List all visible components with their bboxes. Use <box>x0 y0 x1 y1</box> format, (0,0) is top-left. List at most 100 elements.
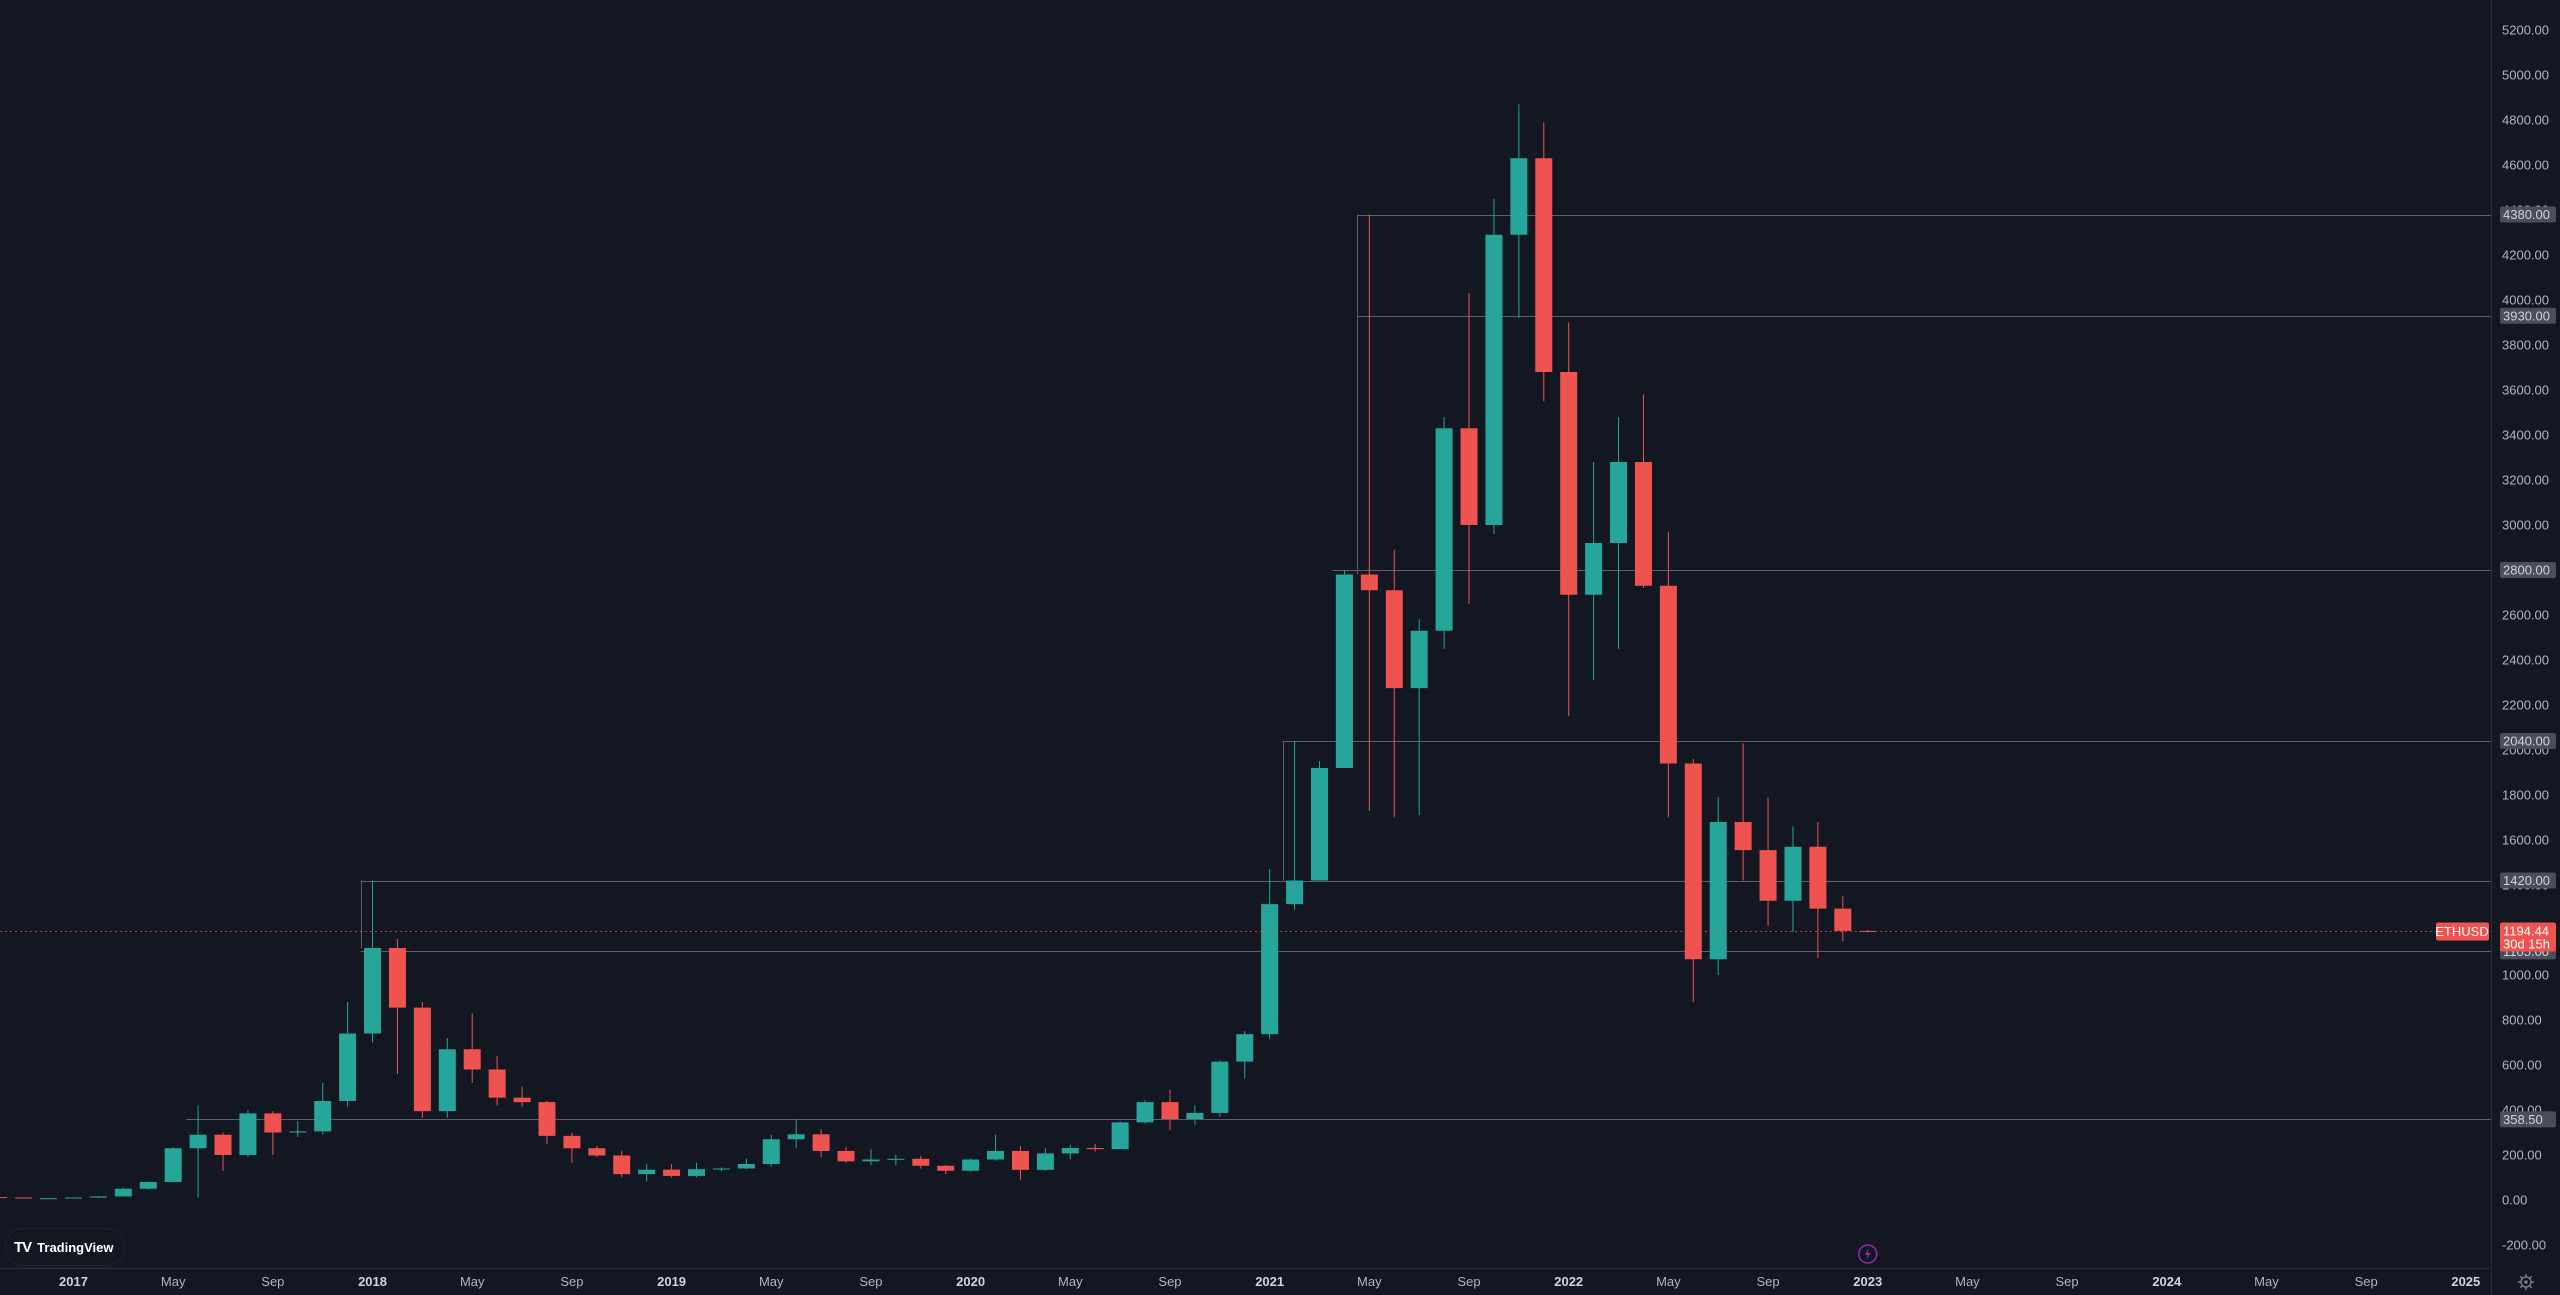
candle[interactable] <box>339 1002 357 1107</box>
candle-body <box>1784 846 1802 901</box>
time-tick-label: May <box>460 1274 485 1289</box>
candle-body <box>987 1150 1005 1160</box>
candle[interactable] <box>1061 1144 1079 1160</box>
candle[interactable] <box>1385 549 1403 818</box>
candle[interactable] <box>987 1134 1005 1161</box>
candle[interactable] <box>89 1196 107 1198</box>
candle[interactable] <box>762 1134 780 1167</box>
candle[interactable] <box>1435 417 1453 649</box>
candle[interactable] <box>613 1150 631 1178</box>
candle[interactable] <box>1311 761 1328 881</box>
candle-body <box>762 1139 780 1164</box>
candle[interactable] <box>962 1158 980 1172</box>
candle[interactable] <box>15 1197 33 1199</box>
price-tick-label: 1800.00 <box>2502 788 2549 803</box>
candle[interactable] <box>65 1197 82 1199</box>
candle[interactable] <box>1535 122 1553 402</box>
candle[interactable] <box>887 1155 905 1166</box>
candle[interactable] <box>1659 531 1677 818</box>
candle[interactable] <box>488 1056 506 1106</box>
candle[interactable] <box>1759 797 1777 926</box>
candle[interactable] <box>1485 198 1503 534</box>
candle[interactable] <box>787 1119 805 1149</box>
candle[interactable] <box>563 1132 581 1163</box>
candle[interactable] <box>538 1101 556 1144</box>
candle-countdown: 30d 15h <box>2503 937 2550 952</box>
candle[interactable] <box>688 1162 705 1178</box>
candle[interactable] <box>1684 759 1702 1002</box>
candle[interactable] <box>862 1149 880 1166</box>
candle[interactable] <box>1585 462 1603 681</box>
candle[interactable] <box>1186 1105 1204 1125</box>
candle[interactable] <box>737 1158 755 1170</box>
candle[interactable] <box>1809 822 1827 959</box>
candle[interactable] <box>1036 1148 1054 1171</box>
candle[interactable] <box>1086 1143 1104 1152</box>
candle[interactable] <box>164 1147 182 1183</box>
lightning-event-icon[interactable] <box>1857 1244 1878 1264</box>
candle[interactable] <box>912 1156 930 1169</box>
candle[interactable] <box>1236 1031 1254 1079</box>
candle[interactable] <box>1111 1121 1129 1150</box>
candle[interactable] <box>314 1083 332 1135</box>
candle[interactable] <box>1734 743 1752 881</box>
candle[interactable] <box>264 1111 282 1155</box>
gear-icon[interactable] <box>2518 1274 2534 1290</box>
candle-body <box>962 1159 980 1171</box>
candle[interactable] <box>1709 797 1727 975</box>
time-axis[interactable]: 2017 May Sep 2018 May Sep 2019 May Sep 2020 May Sep… <box>59 1274 2480 1289</box>
candle[interactable] <box>114 1187 132 1197</box>
candle[interactable] <box>388 939 406 1074</box>
candle-body <box>463 1049 481 1070</box>
level-price-label: 2040.00 <box>2500 733 2556 749</box>
candle[interactable] <box>1834 896 1852 942</box>
candle[interactable] <box>1410 619 1428 816</box>
candle[interactable] <box>1161 1089 1179 1131</box>
candle[interactable] <box>289 1121 307 1137</box>
candle[interactable] <box>1360 214 1378 811</box>
candle[interactable] <box>1859 930 1877 933</box>
candle[interactable] <box>463 1013 481 1083</box>
event-marker[interactable] <box>1857 1244 1878 1264</box>
tradingview-logo[interactable]: TV TradingView <box>5 1228 125 1266</box>
candle[interactable] <box>1610 417 1628 649</box>
time-tick-label: 2019 <box>657 1274 686 1289</box>
candle[interactable] <box>1136 1099 1154 1124</box>
candle[interactable] <box>837 1147 855 1163</box>
candle[interactable] <box>1634 394 1652 589</box>
candle[interactable] <box>937 1165 955 1175</box>
candle[interactable] <box>1286 741 1304 910</box>
candle[interactable] <box>214 1132 232 1171</box>
candle[interactable] <box>413 1002 431 1118</box>
candle-body <box>663 1169 681 1176</box>
candle[interactable] <box>1335 570 1353 768</box>
candle[interactable] <box>1011 1146 1029 1180</box>
candle[interactable] <box>588 1146 606 1158</box>
tradingview-logo-icon: TV <box>14 1238 32 1256</box>
candle[interactable] <box>438 1038 456 1118</box>
candle[interactable] <box>1784 826 1802 933</box>
candle[interactable] <box>1460 293 1478 604</box>
candle[interactable] <box>40 1197 58 1200</box>
candle[interactable] <box>638 1164 656 1182</box>
time-tick-label: May <box>1357 1274 1382 1289</box>
candle[interactable] <box>1560 322 1578 717</box>
candle[interactable] <box>239 1110 257 1158</box>
candle[interactable] <box>0 1197 8 1199</box>
candle[interactable] <box>1510 104 1528 318</box>
candle[interactable] <box>364 880 382 1043</box>
time-tick-label: May <box>759 1274 784 1289</box>
candle[interactable] <box>189 1105 207 1198</box>
candle-body <box>1560 372 1578 595</box>
candle[interactable] <box>663 1164 681 1178</box>
candle[interactable] <box>712 1167 730 1172</box>
candle[interactable] <box>1261 869 1279 1040</box>
candle[interactable] <box>139 1181 157 1190</box>
candle[interactable] <box>1211 1060 1229 1117</box>
candle[interactable] <box>812 1129 830 1158</box>
time-tick-label: 2024 <box>2152 1274 2182 1289</box>
current-price-value: 1194.44 <box>2503 924 2549 939</box>
candle[interactable] <box>513 1086 531 1107</box>
